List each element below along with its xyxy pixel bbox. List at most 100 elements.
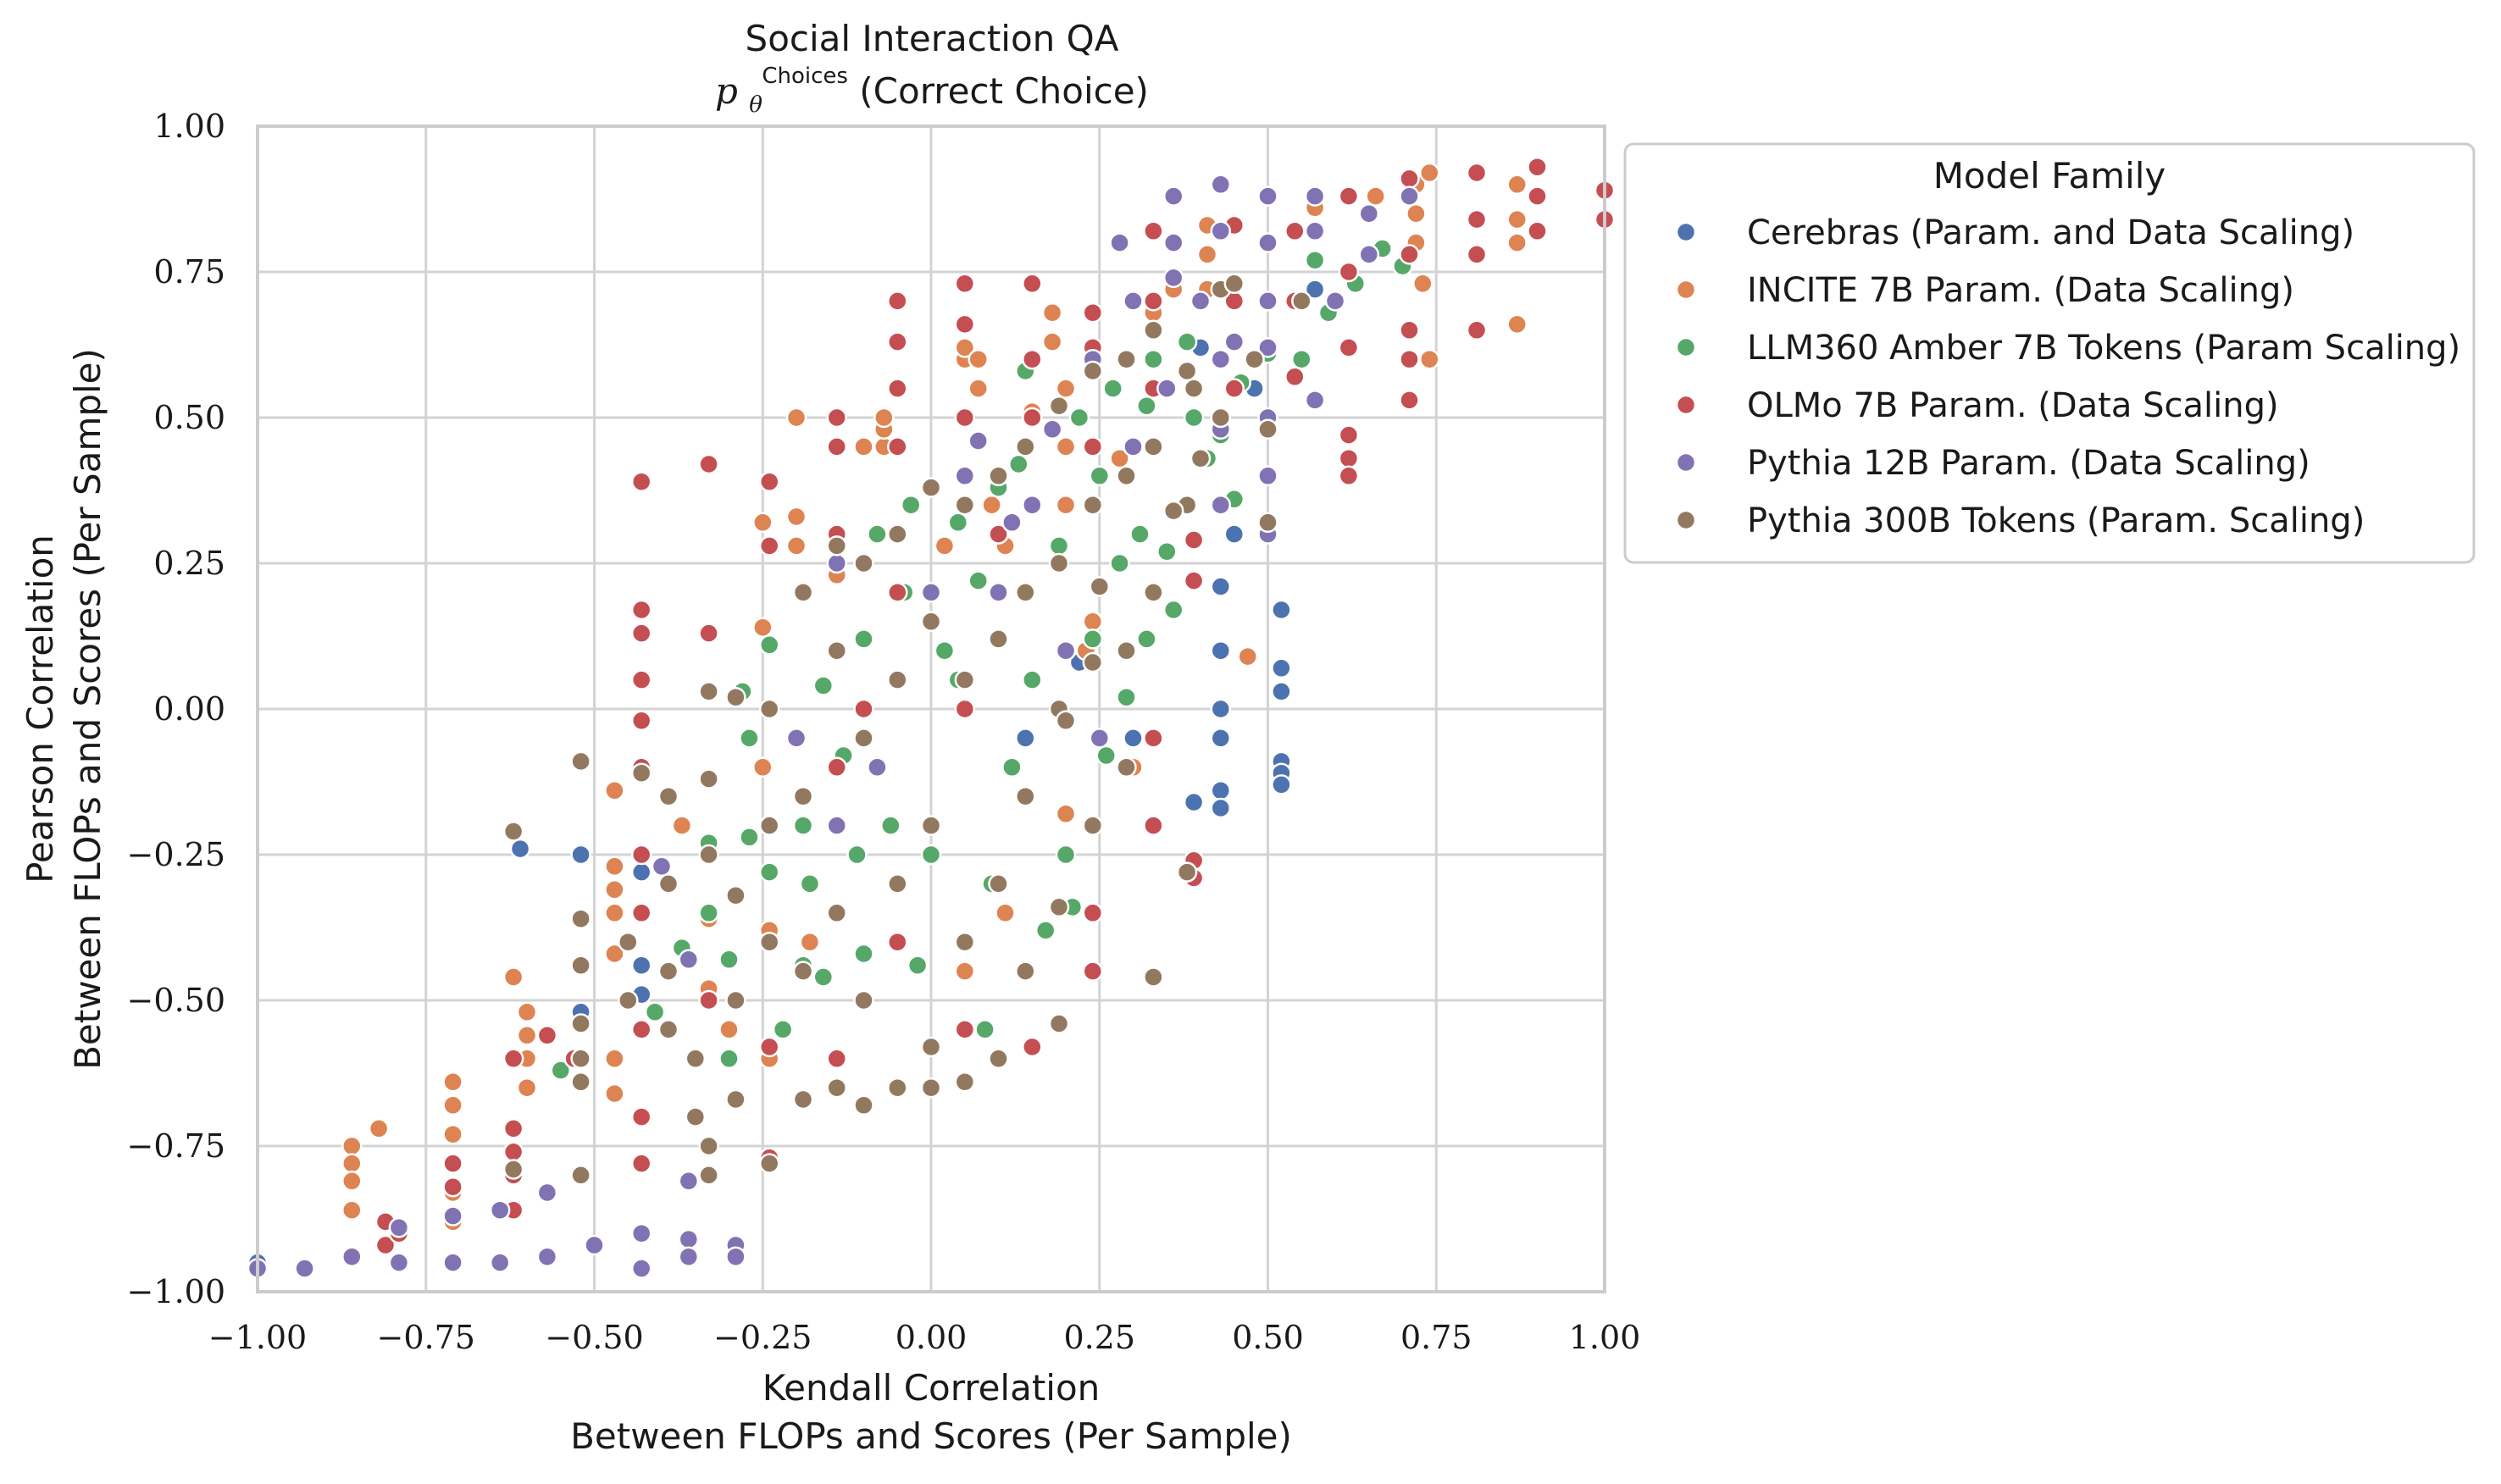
data-point [1338, 186, 1360, 207]
data-point [752, 512, 774, 534]
data-point [1257, 465, 1278, 487]
data-point [1089, 465, 1111, 487]
data-point [988, 873, 1009, 894]
data-point [1001, 512, 1023, 534]
data-point [630, 1222, 652, 1244]
data-point [792, 815, 814, 836]
data-point [1338, 447, 1360, 469]
data-point [887, 331, 908, 352]
data-point [1291, 348, 1312, 370]
data-point [1015, 785, 1036, 807]
legend-box [1623, 142, 2476, 564]
data-point [698, 989, 719, 1011]
data-point [698, 681, 719, 702]
data-point [887, 523, 908, 545]
data-point [1055, 436, 1077, 457]
data-point [1412, 273, 1434, 295]
data-point [1022, 407, 1043, 429]
data-point [630, 1153, 652, 1174]
data-point [1365, 186, 1386, 207]
data-point [954, 494, 976, 516]
data-point [1048, 552, 1070, 574]
data-point [1022, 494, 1043, 516]
data-point [678, 949, 700, 971]
data-point [1048, 896, 1070, 918]
data-point [758, 698, 780, 720]
data-point [1048, 395, 1070, 417]
data-point [1210, 728, 1232, 749]
data-point [988, 465, 1009, 487]
data-point [630, 861, 652, 883]
data-point [442, 1176, 463, 1198]
data-point [867, 756, 888, 778]
y-tick-label: −1.00 [127, 1273, 225, 1310]
data-point [1190, 291, 1212, 312]
data-point [630, 1106, 652, 1127]
data-point [1210, 698, 1232, 720]
data-point [853, 698, 874, 720]
legend: Model Family Cerebras (Param. and Data S… [1623, 142, 2476, 564]
data-point [1143, 348, 1164, 370]
data-point [1156, 378, 1178, 399]
data-point [1055, 494, 1077, 516]
data-point [887, 436, 908, 457]
data-point [1022, 669, 1043, 690]
data-point [1304, 279, 1326, 300]
data-point [516, 1001, 538, 1023]
data-point [630, 669, 652, 690]
data-point [954, 407, 976, 429]
data-point [584, 1234, 605, 1256]
data-point [988, 1048, 1009, 1070]
data-point [536, 1182, 558, 1204]
data-point [785, 728, 807, 749]
data-point [618, 931, 639, 953]
data-point [1082, 651, 1104, 673]
data-point [725, 989, 746, 1011]
data-point [1082, 611, 1104, 633]
data-point [618, 989, 639, 1011]
data-point [1271, 599, 1292, 621]
data-point [1466, 162, 1488, 184]
data-point [968, 378, 989, 399]
data-point [1123, 436, 1144, 457]
data-point [1183, 378, 1205, 399]
data-point [853, 552, 874, 574]
data-point [988, 582, 1009, 603]
data-point [341, 1199, 363, 1221]
data-point [758, 1153, 780, 1174]
data-point [442, 1123, 463, 1145]
data-point [651, 856, 673, 878]
data-point [1082, 902, 1104, 924]
data-point [604, 879, 625, 900]
data-point [792, 582, 814, 603]
data-point [1055, 378, 1077, 399]
data-point [1176, 360, 1198, 382]
data-point [630, 1258, 652, 1279]
data-point [509, 838, 531, 860]
data-point [1041, 302, 1063, 324]
data-point [752, 756, 774, 778]
data-point [1095, 745, 1117, 767]
data-point [1223, 523, 1245, 545]
data-point [1055, 844, 1077, 866]
data-point [934, 640, 956, 662]
data-point [1143, 220, 1164, 242]
y-axis-title-line2: Between FLOPs and Scores (Per Sample) [67, 348, 108, 1070]
data-point [388, 1217, 410, 1238]
data-point [1082, 302, 1104, 324]
data-point [718, 1048, 740, 1070]
data-point [1116, 686, 1137, 708]
data-point [442, 1071, 463, 1093]
series-5 [502, 273, 1312, 1186]
data-point [1183, 407, 1205, 429]
data-point [873, 407, 895, 429]
data-point [1143, 291, 1164, 312]
data-point [867, 523, 888, 545]
data-point [685, 1106, 707, 1127]
legend-marker [1675, 221, 1697, 243]
data-point [954, 465, 976, 487]
x-tick-label: 0.00 [896, 1319, 968, 1356]
data-point [1223, 378, 1245, 399]
series-1 [341, 162, 1528, 1232]
